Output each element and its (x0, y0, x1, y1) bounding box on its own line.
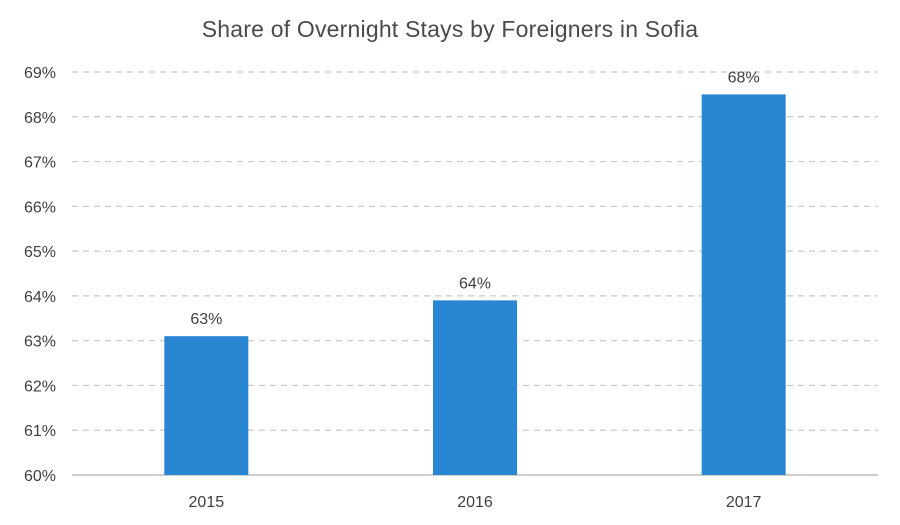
y-tick-label: 69% (24, 65, 56, 82)
chart-title: Share of Overnight Stays by Foreigners i… (201, 16, 699, 42)
y-tick-label: 61% (24, 423, 56, 440)
x-tick-label-2016: 2016 (457, 494, 493, 511)
data-label-2015: 63% (190, 311, 222, 328)
y-tick-label: 65% (24, 244, 56, 261)
y-tick-label: 62% (24, 378, 56, 395)
bar-2016 (433, 300, 517, 475)
y-tick-label: 63% (24, 334, 56, 351)
labels: 60% 61% 62% 63% 64% 65% 66% 67% 68% 69% 63% 2015 64%… (24, 65, 762, 511)
bar-2015 (164, 336, 249, 475)
data-label-2016: 64% (459, 275, 491, 292)
bar-2017 (701, 94, 786, 475)
x-tick-label-2015: 2015 (189, 494, 225, 511)
x-tick-label-2017: 2017 (726, 494, 762, 511)
y-tick-label: 67% (24, 155, 56, 172)
y-tick-label: 66% (24, 199, 56, 216)
y-tick-label: 64% (24, 289, 56, 306)
y-tick-label: 60% (24, 468, 56, 485)
y-tick-label: 68% (24, 110, 56, 127)
data-label-2017: 68% (728, 69, 760, 86)
bars (164, 94, 786, 475)
